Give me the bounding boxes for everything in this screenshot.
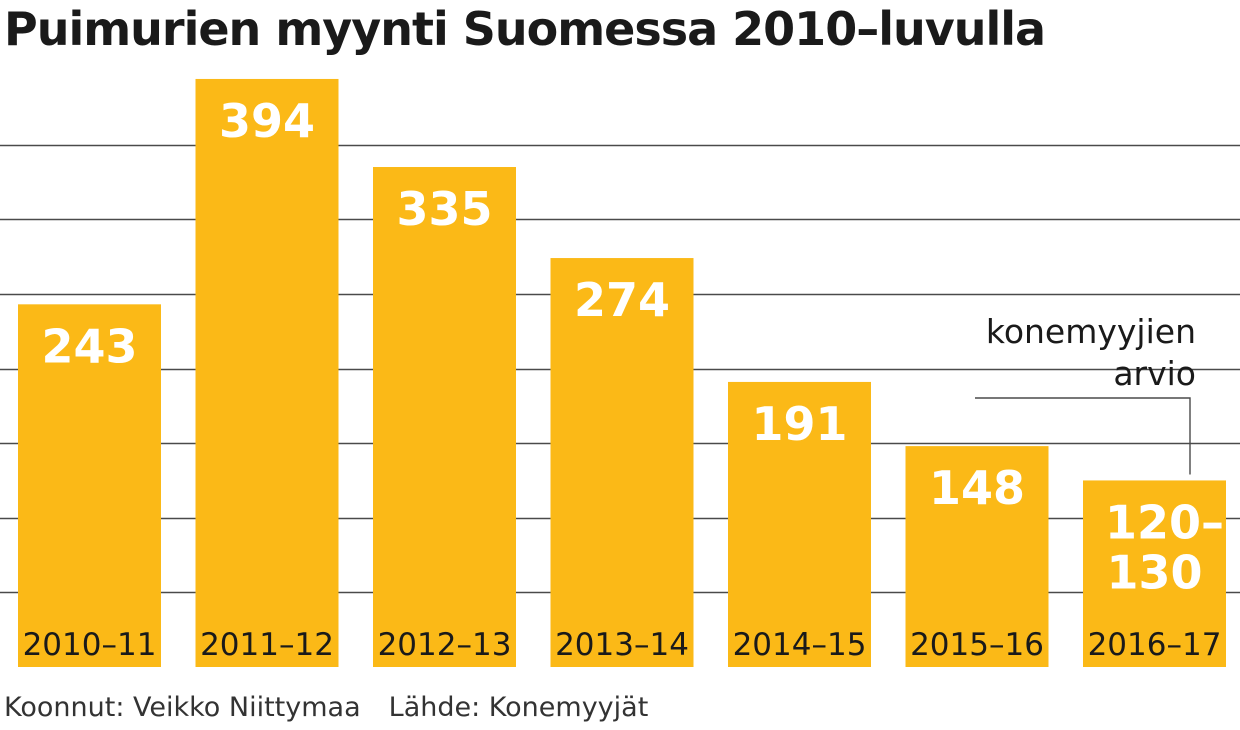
bar [550, 258, 694, 667]
bar-group: 335 2012–13 [373, 167, 516, 667]
source-credit: Lähde: Konemyyjät [388, 692, 649, 723]
category-label: 2010–11 [23, 627, 157, 663]
bar-group: 243 2010–11 [18, 304, 161, 667]
bar [195, 78, 339, 667]
annotation-text-line1: konemyyjien [986, 312, 1196, 351]
bar-group: 148 2015–16 [905, 446, 1049, 667]
bar-value-label: 335 [396, 182, 492, 236]
bar-value-label: 274 [574, 273, 670, 327]
bar-group: 394 2011–12 [195, 78, 339, 667]
bar [373, 167, 516, 667]
bar [1083, 480, 1226, 667]
bar-value-label: 148 [929, 461, 1025, 515]
bar [18, 304, 161, 667]
bar-value-label: 120– 130 [1105, 495, 1224, 599]
bar [905, 446, 1049, 667]
bar-group: 191 2014–15 [728, 381, 871, 667]
bar [728, 381, 871, 667]
chart-title: Puimurien myynti Suomessa 2010–luvulla [4, 2, 1046, 56]
annotation-text-line2: arvio [1113, 354, 1196, 393]
category-label: 2014–15 [733, 627, 867, 663]
category-label: 2015–16 [910, 627, 1044, 663]
bar-group: 274 2013–14 [550, 258, 694, 667]
credit-line: Koonnut: Veikko Niittymaa Lähde: Konemyyj… [4, 692, 648, 723]
annotation-leader-line [975, 397, 1191, 475]
bar-value-label: 191 [751, 397, 847, 451]
category-label: 2013–14 [555, 627, 689, 663]
bar-value-label: 243 [41, 319, 137, 373]
category-label: 2012–13 [378, 627, 512, 663]
category-label: 2011–12 [200, 627, 334, 663]
author-credit: Koonnut: Veikko Niittymaa [4, 692, 361, 723]
bar-group: 120– 130 2016–17 [1083, 480, 1226, 667]
bar-value-label: 394 [219, 94, 315, 148]
category-label: 2016–17 [1088, 627, 1222, 663]
bars: 243 2010–11 394 2011–12 335 2012–13 274 2013–14… [18, 78, 1226, 667]
